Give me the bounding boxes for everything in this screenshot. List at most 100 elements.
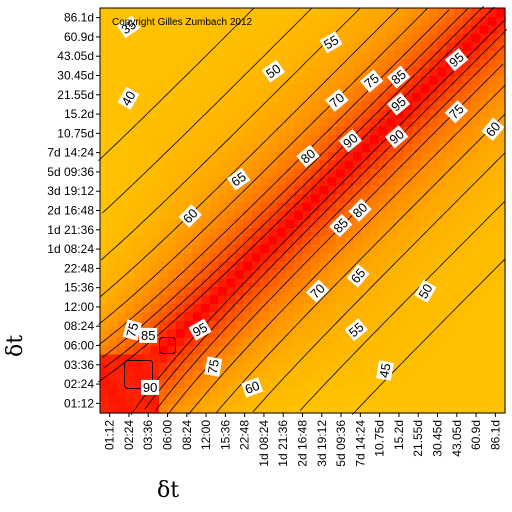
- heatmap-cell: [192, 269, 202, 279]
- heatmap-cell: [243, 193, 253, 203]
- heatmap-cell: [395, 185, 405, 195]
- heatmap-cell: [277, 176, 287, 186]
- heatmap-cell: [412, 151, 422, 161]
- contour-line: [99, 7, 400, 298]
- heatmap-cell: [310, 345, 320, 355]
- heatmap-cell: [437, 235, 447, 245]
- heatmap-cell: [167, 24, 177, 34]
- heatmap-cell: [462, 33, 472, 43]
- heatmap-cell: [209, 8, 219, 18]
- heatmap-cell: [243, 75, 253, 85]
- heatmap-cell: [344, 100, 354, 110]
- heatmap-cell: [184, 117, 194, 127]
- heatmap-cell: [159, 75, 169, 85]
- heatmap-cell: [251, 193, 261, 203]
- heatmap-cell: [243, 404, 253, 414]
- heatmap-cell: [319, 185, 329, 195]
- heatmap-cell: [310, 33, 320, 43]
- heatmap-cell: [277, 202, 287, 212]
- heatmap-cell: [226, 387, 236, 397]
- heatmap-cell: [175, 261, 185, 271]
- heatmap-cell: [192, 100, 202, 110]
- heatmap-cell: [260, 252, 270, 262]
- heatmap-cell: [429, 24, 439, 34]
- heatmap-cell: [167, 83, 177, 93]
- heatmap-cell: [302, 117, 312, 127]
- heatmap-cell: [378, 143, 388, 153]
- heatmap-cell: [260, 269, 270, 279]
- heatmap-cell: [471, 235, 481, 245]
- heatmap-cell: [429, 193, 439, 203]
- heatmap-cell: [462, 143, 472, 153]
- heatmap-cell: [319, 337, 329, 347]
- heatmap-cell: [344, 83, 354, 93]
- heatmap-cell: [175, 143, 185, 153]
- heatmap-cell: [370, 278, 380, 288]
- contour-label: 40: [117, 86, 140, 110]
- heatmap-cell: [488, 92, 498, 102]
- heatmap-cell: [218, 193, 228, 203]
- heatmap-cell: [150, 303, 160, 313]
- heatmap-cell: [344, 294, 354, 304]
- heatmap-cell: [353, 75, 363, 85]
- heatmap-cell: [420, 320, 430, 330]
- heatmap-cell: [167, 345, 177, 355]
- heatmap-cell: [251, 261, 261, 271]
- heatmap-cell: [133, 193, 143, 203]
- heatmap-cell: [192, 202, 202, 212]
- heatmap-cell: [310, 100, 320, 110]
- heatmap-cell: [294, 396, 304, 406]
- heatmap-cell: [437, 92, 447, 102]
- heatmap-cell: [218, 328, 228, 338]
- heatmap-cell: [344, 202, 354, 212]
- heatmap-cell: [429, 185, 439, 195]
- heatmap-cell: [175, 387, 185, 397]
- heatmap-cell: [496, 50, 506, 60]
- heatmap-cell: [243, 159, 253, 169]
- heatmap-cell: [142, 16, 152, 26]
- heatmap-cell: [437, 278, 447, 288]
- heatmap-cell: [294, 320, 304, 330]
- heatmap-cell: [142, 83, 152, 93]
- heatmap-cell: [268, 92, 278, 102]
- heatmap-cell: [488, 370, 498, 380]
- heatmap-cell: [370, 176, 380, 186]
- heatmap-cell: [108, 134, 118, 144]
- heatmap-cell: [125, 202, 135, 212]
- heatmap-cell: [302, 176, 312, 186]
- heatmap-cell: [471, 151, 481, 161]
- heatmap-cell: [243, 210, 253, 220]
- heatmap-cell: [319, 261, 329, 271]
- heatmap-cell: [175, 176, 185, 186]
- heatmap-cell: [302, 244, 312, 254]
- heatmap-cell: [125, 379, 135, 389]
- heatmap-cell: [471, 345, 481, 355]
- heatmap-cell: [251, 16, 261, 26]
- heatmap-cell: [167, 370, 177, 380]
- heatmap-cell: [235, 396, 245, 406]
- heatmap-cell: [488, 261, 498, 271]
- heatmap-cell: [175, 404, 185, 414]
- heatmap-cell: [462, 320, 472, 330]
- heatmap-cell: [108, 404, 118, 414]
- heatmap-cell: [285, 168, 295, 178]
- heatmap-cell: [142, 370, 152, 380]
- heatmap-cell: [125, 75, 135, 85]
- heatmap-cell: [159, 244, 169, 254]
- heatmap-cell: [201, 117, 211, 127]
- heatmap-cell: [150, 24, 160, 34]
- heatmap-cell: [386, 151, 396, 161]
- heatmap-cell: [336, 311, 346, 321]
- heatmap-cell: [412, 235, 422, 245]
- heatmap-cell: [218, 176, 228, 186]
- heatmap-cell: [353, 235, 363, 245]
- heatmap-cell: [218, 294, 228, 304]
- heatmap-cell: [235, 202, 245, 212]
- heatmap-cell: [125, 33, 135, 43]
- heatmap-cell: [243, 24, 253, 34]
- heatmap-cell: [386, 353, 396, 363]
- heatmap-cell: [454, 168, 464, 178]
- heatmap-cell: [403, 83, 413, 93]
- heatmap-cell: [412, 311, 422, 321]
- heatmap-cell: [395, 353, 405, 363]
